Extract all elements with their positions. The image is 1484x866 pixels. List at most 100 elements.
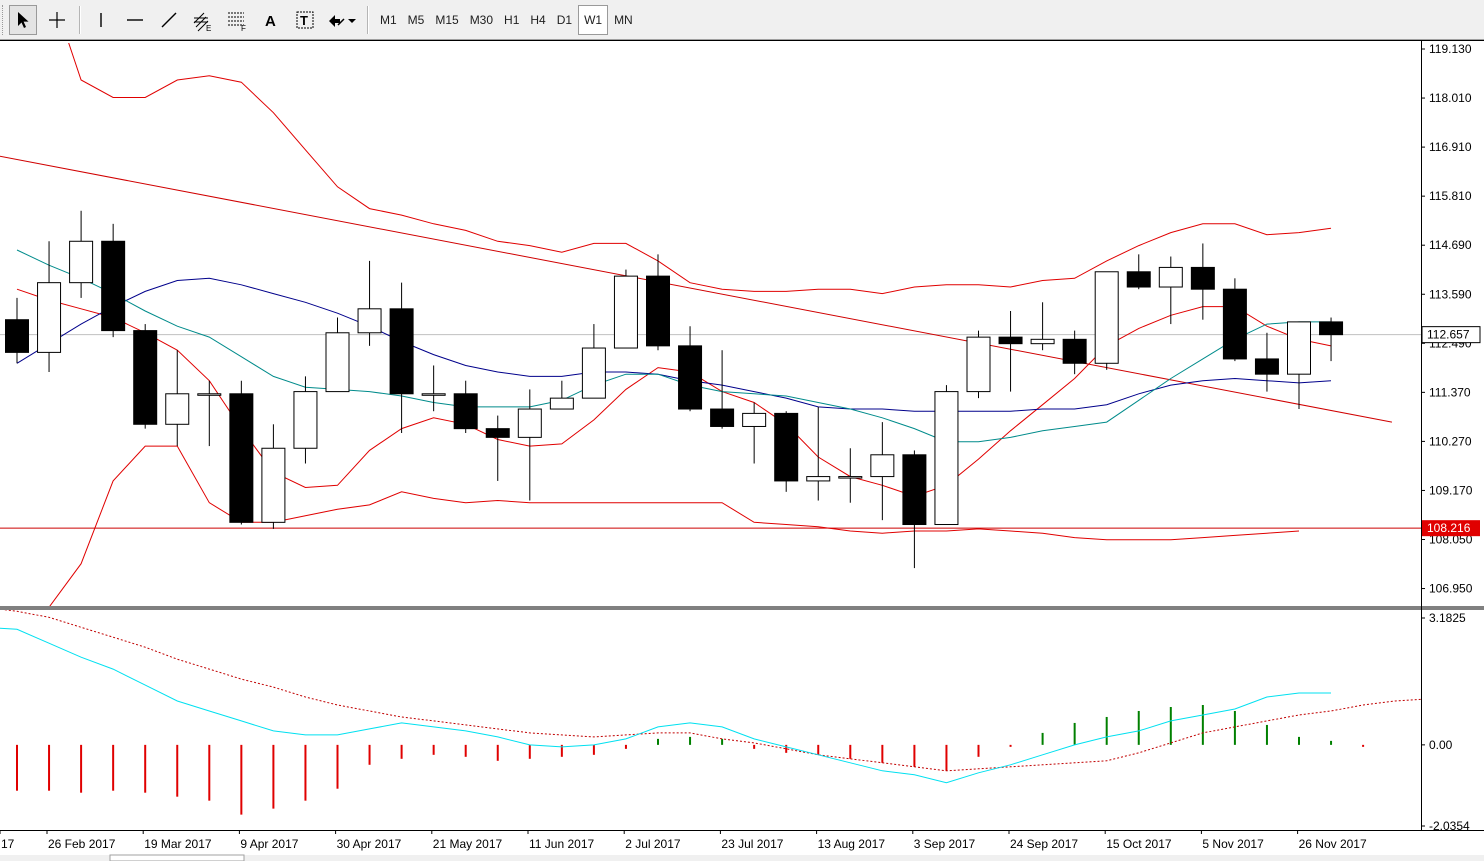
- arrows-dropdown-button[interactable]: [325, 5, 359, 35]
- text-label-button[interactable]: T: [291, 5, 319, 35]
- oscillator-tick-label: -2.0354: [1429, 819, 1470, 833]
- candle: [165, 350, 190, 447]
- timeframe-m1[interactable]: M1: [380, 13, 397, 27]
- bollinger-upper-line: [68, 43, 1332, 295]
- candle-body: [998, 336, 1023, 345]
- text-label-glyph: T: [300, 13, 308, 28]
- candle: [1126, 254, 1151, 290]
- candle: [742, 402, 767, 464]
- time-tick-label: 11 Jun 2017: [529, 837, 594, 851]
- candle: [5, 297, 29, 364]
- price-tick-label: 106.950: [1429, 582, 1473, 596]
- timeframe-mn[interactable]: MN: [614, 13, 633, 27]
- candle: [485, 415, 510, 481]
- candle-body: [774, 412, 799, 482]
- candle-body: [1094, 271, 1119, 364]
- candle: [293, 376, 318, 464]
- bollinger-lower-line: [49, 445, 1300, 606]
- candle: [229, 380, 254, 525]
- candle-body: [1190, 266, 1215, 290]
- timeframe-m30[interactable]: M30: [469, 13, 494, 27]
- candle-body: [325, 332, 350, 393]
- bollinger-middle-line: [16, 288, 1332, 497]
- price-tick-label: 119.130: [1429, 42, 1472, 56]
- crosshair-tool-button[interactable]: [43, 5, 71, 35]
- cursor-tool-button[interactable]: [9, 5, 37, 35]
- candle-body: [293, 391, 318, 449]
- price-tick-label: 116.910: [1429, 140, 1472, 154]
- text-button[interactable]: A: [257, 5, 285, 35]
- main-chart-pane[interactable]: [0, 40, 1421, 799]
- osc-signal-cyan-line: [0, 627, 1331, 784]
- oscillator-tick-label: 3.1825: [1429, 611, 1466, 625]
- chart-window[interactable]: 119.130 118.010 116.910 115.810 114.690 113.5…: [0, 40, 1484, 862]
- candle: [101, 223, 126, 338]
- candle: [998, 310, 1023, 392]
- equidistant-channel-icon: E: [193, 12, 211, 32]
- candle: [133, 324, 158, 429]
- candle-body: [710, 408, 735, 427]
- moving-average-teal-line: [16, 249, 1331, 443]
- fibonacci-icon: F: [228, 12, 246, 32]
- candle: [1158, 256, 1183, 325]
- current-price-label: 112.657: [1427, 328, 1470, 342]
- candle-body: [165, 393, 190, 425]
- candle: [806, 406, 831, 501]
- candle-body: [5, 319, 29, 353]
- chart-axes: 119.130 118.010 116.910 115.810 114.690 113.5…: [0, 40, 1484, 862]
- candle: [37, 241, 62, 372]
- text-label-icon: T: [296, 11, 314, 29]
- main-plot-area: [0, 43, 1421, 606]
- candle-body: [453, 393, 478, 430]
- price-chart[interactable]: 119.130 118.010 116.910 115.810 114.690 113.5…: [0, 40, 1484, 862]
- candle-body: [389, 308, 414, 395]
- timeframe-h4[interactable]: H4: [530, 13, 546, 27]
- timeframe-d1[interactable]: D1: [556, 13, 573, 27]
- time-tick-label: 9 Apr 2017: [240, 837, 298, 851]
- time-tick-label: 19 Mar 2017: [144, 837, 212, 851]
- trendline-button[interactable]: [155, 5, 183, 35]
- time-tick-label: 15 Oct 2017: [1106, 837, 1172, 851]
- candle: [69, 210, 94, 298]
- candle: [1319, 317, 1344, 362]
- candle-body: [678, 345, 703, 410]
- text-icon: A: [265, 13, 276, 29]
- timeframe-h1[interactable]: H1: [504, 13, 520, 27]
- candle-body: [133, 330, 158, 425]
- candle-body: [1030, 338, 1055, 345]
- fibonacci-button[interactable]: F: [223, 5, 251, 35]
- candle: [357, 260, 382, 346]
- candle: [549, 380, 574, 410]
- chart-tab: [109, 854, 245, 862]
- candle-body: [549, 397, 574, 410]
- oscillator-plot-area: [0, 610, 1421, 815]
- candle-body: [485, 428, 510, 438]
- toolbar-grip[interactable]: [2, 5, 6, 35]
- candle: [581, 324, 606, 399]
- candle: [1287, 321, 1311, 410]
- candle-body: [806, 476, 831, 482]
- timeframe-w1[interactable]: W1: [578, 5, 609, 35]
- toolbar-separator: [367, 6, 369, 34]
- vertical-line-button[interactable]: [87, 5, 115, 35]
- arrows-dropdown-icon: [329, 15, 356, 27]
- support-price-label: 108.216: [1427, 521, 1471, 535]
- equidistant-channel-button[interactable]: E: [189, 5, 217, 35]
- price-tick-label: 118.010: [1429, 91, 1472, 105]
- candle-body: [646, 275, 670, 347]
- candle-body: [421, 393, 446, 396]
- timeframe-m15[interactable]: M15: [435, 13, 459, 27]
- candle-body: [101, 240, 126, 332]
- toolbar-separator: [79, 6, 81, 34]
- time-tick-label: 24 Sep 2017: [1010, 837, 1078, 851]
- toolbar-inner: E F A T M1: [2, 4, 639, 36]
- candle-body: [838, 476, 863, 479]
- timeframe-m5[interactable]: M5: [407, 13, 425, 27]
- oscillator-pane[interactable]: [0, 607, 1427, 815]
- price-tick-label: 113.590: [1429, 287, 1472, 301]
- candle-body: [1287, 321, 1311, 375]
- candle-body: [261, 447, 286, 523]
- candle-body: [581, 347, 606, 399]
- horizontal-line-button[interactable]: [121, 5, 149, 35]
- candle-body: [229, 393, 254, 523]
